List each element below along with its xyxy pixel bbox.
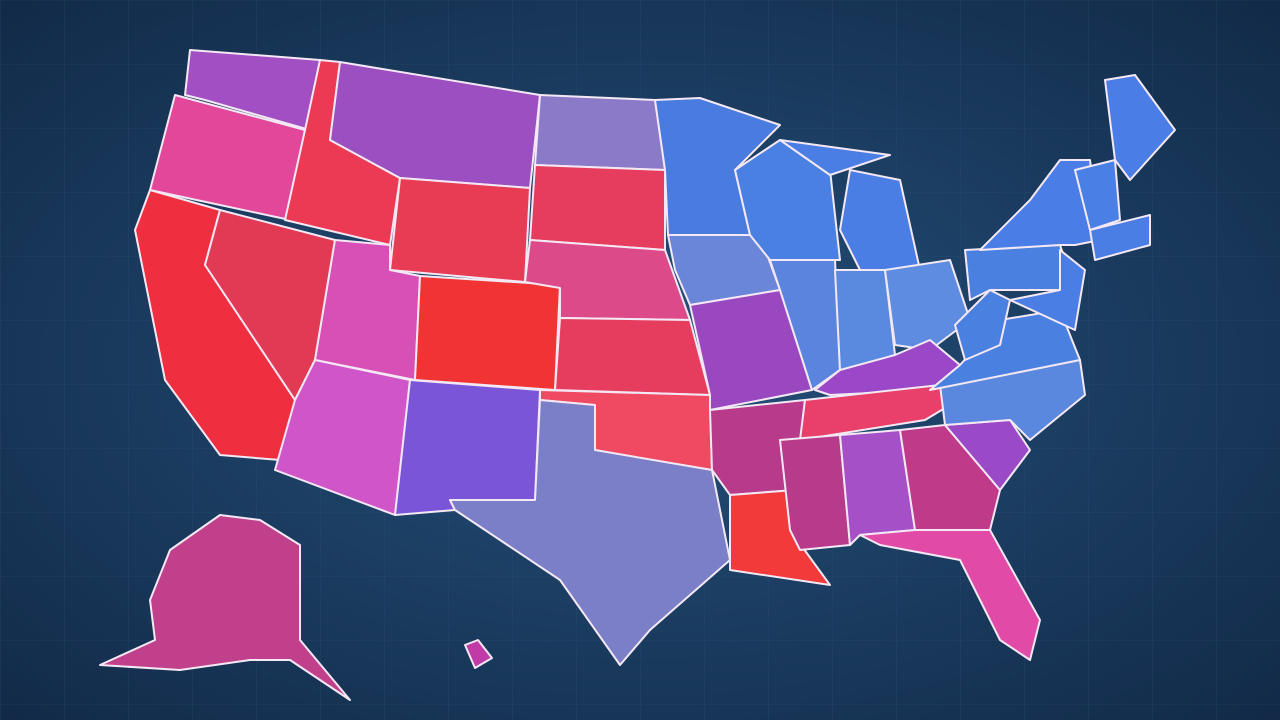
- state: [859, 529, 1041, 661]
- state: [1074, 159, 1121, 231]
- state: [1089, 214, 1151, 261]
- state: [99, 514, 351, 701]
- state: [729, 489, 831, 586]
- state: [799, 384, 951, 441]
- state: [394, 379, 541, 516]
- state: [814, 339, 961, 396]
- state: [689, 289, 813, 411]
- state: [184, 49, 321, 131]
- state: [464, 639, 493, 669]
- state: [1104, 74, 1176, 181]
- state: [779, 139, 891, 176]
- state: [899, 424, 1001, 531]
- state: [1009, 249, 1086, 331]
- state: [884, 259, 971, 351]
- state: [554, 317, 711, 396]
- state: [534, 94, 666, 171]
- state: [529, 164, 666, 251]
- state: [449, 399, 731, 666]
- state: [929, 309, 1081, 391]
- state: [779, 434, 851, 551]
- states: [99, 49, 1176, 701]
- state: [274, 359, 411, 516]
- state: [954, 289, 1011, 361]
- state: [389, 177, 531, 283]
- state: [414, 275, 561, 391]
